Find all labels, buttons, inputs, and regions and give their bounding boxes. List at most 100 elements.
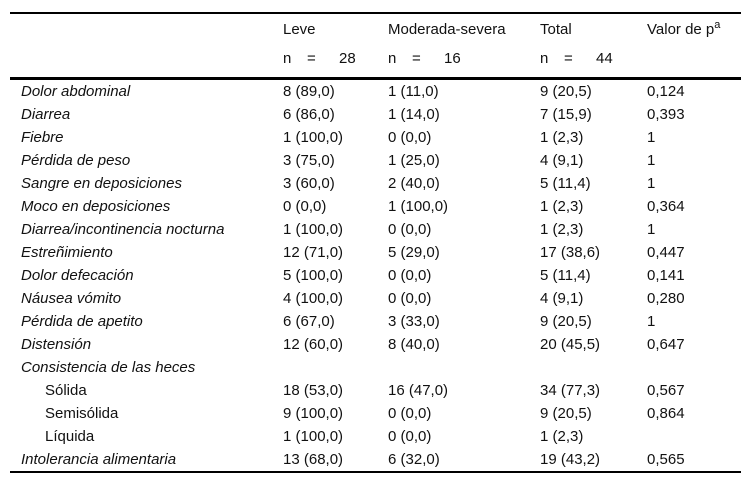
cell-moderada-severa: 0 (0,0)	[388, 428, 432, 445]
table-row: Dolor defecación 5 (100,0) 0 (0,0) 5 (11…	[10, 264, 741, 287]
cell-total: 19 (43,2)	[540, 448, 647, 473]
cell-leve: 8 (89,0)	[283, 83, 335, 100]
cell-leve: 6 (86,0)	[283, 106, 335, 123]
cell-moderada-severa: 16 (47,0)	[388, 382, 449, 399]
row-label: Estreñimiento	[21, 244, 113, 261]
row-label: Sangre en deposiciones	[21, 175, 182, 192]
header-moderada-severa: Moderada-severa n = 16	[388, 12, 540, 80]
cell-total: 34 (77,3)	[540, 382, 601, 399]
cell-moderada-severa: 0 (0,0)	[388, 290, 432, 307]
header-p-value: Valor de pa	[647, 12, 741, 80]
table-body: Dolor abdominal 8 (89,0) 1 (11,0) 9 (20,…	[10, 79, 741, 473]
row-label: Diarrea/incontinencia nocturna	[21, 221, 225, 238]
table-row: Pérdida de apetito 6 (67,0) 3 (33,0) 9 (…	[10, 310, 741, 333]
cell-leve: 1 (100,0)	[283, 129, 344, 146]
header-total-label: Total	[540, 21, 572, 38]
symptoms-severity-table: Leve n = 28 Moderada-severa n = 16 Total n = 4…	[10, 12, 741, 473]
cell-total: 20 (45,5)	[540, 336, 601, 353]
cell-leve: 5 (100,0)	[283, 267, 344, 284]
cell-moderada-severa: 6 (32,0)	[388, 448, 540, 473]
cell-leve	[283, 356, 388, 379]
cell-moderada-severa: 5 (29,0)	[388, 244, 440, 261]
table-row: Sólida 18 (53,0) 16 (47,0) 34 (77,3) 0,5…	[10, 379, 741, 402]
cell-total: 9 (20,5)	[540, 313, 592, 330]
cell-moderada-severa: 0 (0,0)	[388, 129, 432, 146]
cell-moderada-severa: 1 (14,0)	[388, 106, 440, 123]
cell-p-value: 0,141	[647, 267, 685, 284]
cell-p-value: 0,565	[647, 448, 741, 473]
row-label: Líquida	[45, 428, 95, 445]
cell-p-value	[647, 425, 741, 448]
cell-total: 1 (2,3)	[540, 428, 584, 445]
cell-leve: 3 (75,0)	[283, 152, 335, 169]
table-row: Dolor abdominal 8 (89,0) 1 (11,0) 9 (20,…	[10, 79, 741, 104]
header-p-value-label: Valor de pa	[647, 19, 721, 39]
cell-p-value: 0,393	[647, 106, 685, 123]
header-leve-label: Leve	[283, 21, 316, 38]
symptoms-table-wrap: Leve n = 28 Moderada-severa n = 16 Total n = 4…	[10, 12, 741, 473]
table-row: Fiebre 1 (100,0) 0 (0,0) 1 (2,3) 1	[10, 126, 741, 149]
cell-moderada-severa: 1 (11,0)	[388, 83, 439, 100]
cell-moderada-severa	[388, 356, 540, 379]
cell-moderada-severa: 0 (0,0)	[388, 267, 432, 284]
table-row: Estreñimiento 12 (71,0) 5 (29,0) 17 (38,…	[10, 241, 741, 264]
cell-total: 4 (9,1)	[540, 152, 584, 169]
cell-p-value	[647, 356, 741, 379]
cell-moderada-severa: 0 (0,0)	[388, 221, 432, 238]
cell-leve: 6 (67,0)	[283, 313, 335, 330]
cell-total: 1 (2,3)	[540, 198, 584, 215]
row-label: Sólida	[45, 382, 87, 399]
header-empty-cell	[10, 12, 283, 80]
row-label: Distensión	[21, 336, 92, 353]
table-row: Náusea vómito 4 (100,0) 0 (0,0) 4 (9,1) …	[10, 287, 741, 310]
header-total: Total n = 44	[540, 12, 647, 80]
cell-moderada-severa: 1 (25,0)	[388, 152, 440, 169]
row-label: Pérdida de apetito	[21, 313, 143, 330]
table-header-row: Leve n = 28 Moderada-severa n = 16 Total n = 4…	[10, 12, 741, 80]
row-label: Diarrea	[21, 106, 71, 123]
p-footnote-marker: a	[714, 19, 721, 31]
row-label: Semisólida	[45, 405, 119, 422]
cell-moderada-severa: 2 (40,0)	[388, 175, 440, 192]
cell-p-value: 0,447	[647, 244, 685, 261]
cell-p-value: 0,364	[647, 198, 685, 215]
row-label: Fiebre	[21, 129, 64, 146]
cell-p-value: 1	[647, 221, 656, 238]
row-label: Moco en deposiciones	[21, 198, 171, 215]
table-row: Moco en deposiciones 0 (0,0) 1 (100,0) 1…	[10, 195, 741, 218]
row-label: Pérdida de peso	[21, 152, 131, 169]
table-row: Intolerancia alimentaria 13 (68,0) 6 (32…	[10, 448, 741, 473]
cell-total	[540, 356, 647, 379]
cell-leve: 1 (100,0)	[283, 221, 344, 238]
cell-leve: 4 (100,0)	[283, 290, 344, 307]
cell-leve: 9 (100,0)	[283, 405, 344, 422]
cell-total: 17 (38,6)	[540, 244, 601, 261]
table-row: Pérdida de peso 3 (75,0) 1 (25,0) 4 (9,1…	[10, 149, 741, 172]
cell-leve: 12 (60,0)	[283, 336, 344, 353]
cell-leve: 1 (100,0)	[283, 428, 344, 445]
row-label: Náusea vómito	[21, 290, 122, 307]
table-row: Diarrea/incontinencia nocturna 1 (100,0)…	[10, 218, 741, 241]
cell-leve: 3 (60,0)	[283, 175, 335, 192]
cell-leve: 13 (68,0)	[283, 448, 388, 473]
cell-total: 7 (15,9)	[540, 106, 592, 123]
cell-total: 5 (11,4)	[540, 267, 591, 284]
cell-leve: 0 (0,0)	[283, 198, 327, 215]
cell-total: 1 (2,3)	[540, 129, 584, 146]
table-row: Líquida 1 (100,0) 0 (0,0) 1 (2,3)	[10, 425, 741, 448]
cell-moderada-severa: 3 (33,0)	[388, 313, 440, 330]
cell-p-value: 0,864	[647, 405, 685, 422]
cell-total: 4 (9,1)	[540, 290, 584, 307]
header-leve-n: n = 28	[283, 50, 356, 67]
cell-total: 9 (20,5)	[540, 83, 592, 100]
table-row: Consistencia de las heces	[10, 356, 741, 379]
cell-moderada-severa: 8 (40,0)	[388, 336, 440, 353]
header-leve: Leve n = 28	[283, 12, 388, 80]
cell-p-value: 1	[647, 175, 656, 192]
cell-leve: 12 (71,0)	[283, 244, 344, 261]
cell-p-value: 1	[647, 129, 656, 146]
header-moderada-label: Moderada-severa	[388, 21, 506, 38]
row-label: Dolor defecación	[21, 267, 134, 284]
cell-total: 1 (2,3)	[540, 221, 584, 238]
cell-total: 9 (20,5)	[540, 405, 592, 422]
